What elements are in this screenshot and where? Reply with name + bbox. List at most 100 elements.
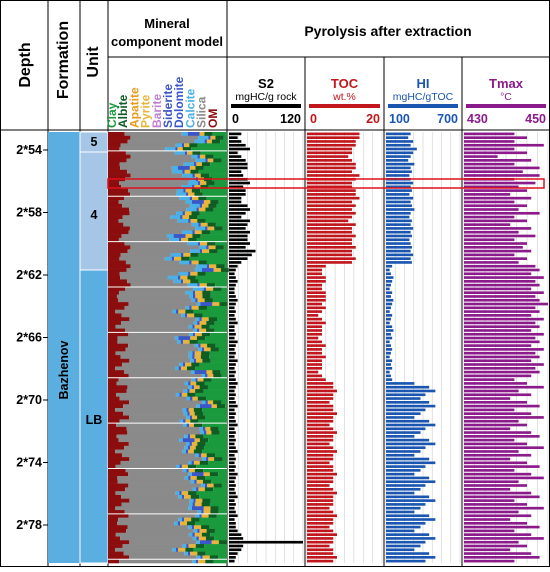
mineral-segment bbox=[196, 328, 200, 333]
bar-s2 bbox=[229, 136, 238, 139]
bar-s2 bbox=[229, 355, 235, 359]
bar-tmax bbox=[464, 491, 532, 495]
bar-hi bbox=[386, 159, 409, 162]
mineral-segment bbox=[177, 521, 181, 526]
bar-s2 bbox=[229, 298, 238, 302]
bar-s2 bbox=[229, 427, 235, 431]
mineral-segment bbox=[115, 309, 173, 314]
mineral-segment bbox=[123, 411, 184, 416]
mineral-segment bbox=[108, 230, 129, 235]
mineral-segment bbox=[108, 147, 120, 152]
bar-tmax bbox=[464, 518, 511, 521]
mineral-segment bbox=[186, 544, 189, 549]
bar-toc bbox=[307, 181, 352, 185]
bar-toc bbox=[307, 518, 334, 521]
mineral-segment bbox=[203, 468, 227, 473]
bar-toc bbox=[307, 249, 352, 253]
mineral-segment bbox=[108, 540, 130, 545]
mineral-segment bbox=[126, 268, 195, 273]
bar-s2 bbox=[229, 310, 236, 313]
mineral-segment bbox=[108, 139, 128, 144]
bar-toc bbox=[307, 385, 334, 389]
mineral-segment bbox=[195, 317, 200, 322]
mineral-segment bbox=[181, 494, 185, 500]
unit-label-5: 5 bbox=[91, 135, 98, 149]
mineral-segment bbox=[108, 442, 129, 447]
bar-hi bbox=[386, 503, 426, 506]
mineral-segment bbox=[210, 347, 219, 352]
mineral-segment bbox=[196, 336, 206, 341]
mineral-segment bbox=[190, 370, 195, 375]
bar-tmax bbox=[464, 159, 532, 162]
mineral-segment bbox=[182, 147, 192, 152]
bar-toc bbox=[307, 280, 326, 283]
mineral-segment bbox=[201, 453, 207, 458]
mineral-segment bbox=[206, 321, 215, 326]
mineral-segment bbox=[116, 381, 185, 386]
bar-s2 bbox=[229, 317, 236, 321]
bar-hi bbox=[386, 370, 390, 374]
mineral-segment bbox=[121, 234, 167, 239]
bar-toc bbox=[307, 397, 334, 400]
mineral-segment bbox=[189, 215, 198, 220]
mineral-segment bbox=[214, 226, 223, 231]
bar-hi bbox=[386, 189, 412, 192]
bar-tmax bbox=[464, 537, 544, 540]
mineral-segment bbox=[180, 279, 184, 284]
mineral-segment bbox=[189, 332, 193, 337]
mineral-segment bbox=[125, 487, 193, 492]
mineral-segment bbox=[198, 252, 227, 258]
mineral-segment bbox=[195, 389, 204, 394]
mineral-segment bbox=[190, 279, 199, 284]
bar-tmax bbox=[464, 272, 532, 276]
mineral-segment bbox=[211, 430, 220, 435]
mineral-segment bbox=[183, 279, 191, 284]
mineral-segment bbox=[108, 521, 118, 526]
mineral-legend-clay: Clay bbox=[105, 102, 119, 128]
depth-tick-label: 2*66 bbox=[16, 331, 42, 345]
mineral-segment bbox=[190, 494, 200, 500]
track-unit-hi: mgHC/gTOC bbox=[393, 91, 454, 103]
mineral-segment bbox=[201, 525, 210, 530]
mineral-segment bbox=[108, 324, 116, 329]
mineral-segment bbox=[195, 298, 198, 303]
bar-toc bbox=[307, 556, 337, 559]
mineral-segment bbox=[192, 396, 198, 401]
bar-toc bbox=[307, 506, 330, 510]
mineral-segment bbox=[198, 279, 227, 284]
bar-hi bbox=[386, 302, 393, 306]
bar-toc bbox=[307, 427, 334, 431]
mineral-segment bbox=[206, 181, 215, 186]
bar-toc bbox=[307, 457, 334, 461]
mineral-segment bbox=[215, 241, 227, 246]
bar-tmax bbox=[464, 238, 515, 242]
mineral-segment bbox=[194, 525, 202, 530]
bar-s2 bbox=[229, 408, 235, 412]
mineral-segment bbox=[184, 143, 190, 148]
mineral-segment bbox=[179, 196, 190, 201]
bar-tmax bbox=[464, 298, 540, 302]
mineral-segment bbox=[206, 370, 213, 375]
mineral-segment bbox=[108, 203, 123, 208]
mineral-segment bbox=[117, 479, 191, 484]
bar-hi bbox=[386, 431, 421, 434]
mineral-segment bbox=[213, 207, 227, 212]
mineral-segment bbox=[118, 438, 180, 443]
mineral-segment bbox=[108, 517, 119, 522]
unit-band-4 bbox=[79, 151, 109, 271]
mineral-segment bbox=[198, 196, 207, 201]
mineral-segment bbox=[216, 203, 227, 208]
track-max-toc: 20 bbox=[366, 112, 380, 126]
mineral-segment bbox=[176, 309, 179, 314]
bar-s2 bbox=[229, 211, 246, 215]
bar-tmax bbox=[464, 189, 527, 192]
mineral-segment bbox=[108, 166, 121, 171]
mineral-segment bbox=[115, 506, 189, 511]
bar-tmax bbox=[464, 476, 544, 480]
mineral-segment bbox=[205, 207, 214, 212]
mineral-segment bbox=[192, 536, 197, 541]
bar-hi bbox=[386, 238, 410, 242]
bar-s2 bbox=[229, 533, 242, 536]
mineral-segment bbox=[108, 207, 130, 212]
mineral-segment bbox=[190, 396, 193, 401]
